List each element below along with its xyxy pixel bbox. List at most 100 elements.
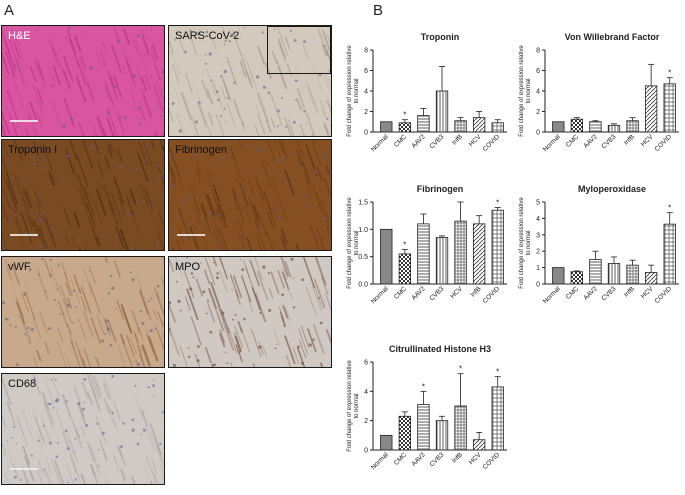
x-tick-label: CVB3 bbox=[428, 451, 445, 468]
x-tick-label: InfB bbox=[451, 133, 464, 146]
tile-label: SARS-CoV-2 bbox=[175, 30, 240, 42]
tile-mpo: MPO bbox=[168, 256, 332, 368]
bar bbox=[398, 253, 412, 285]
tile-label: Troponin I bbox=[8, 144, 58, 156]
bar bbox=[552, 121, 565, 133]
scale-bar bbox=[177, 234, 205, 236]
y-axis-label: Fold change of expression relativeto nor… bbox=[347, 197, 360, 289]
y-tick-label: 0 bbox=[364, 130, 368, 137]
tile-label: H&E bbox=[8, 30, 31, 42]
bar bbox=[398, 415, 412, 451]
x-tick-label: HCV bbox=[640, 285, 655, 300]
bar bbox=[552, 267, 565, 285]
x-tick-label: CVB3 bbox=[428, 133, 445, 150]
y-tick-label: 0 bbox=[536, 130, 540, 137]
bar bbox=[663, 83, 676, 133]
x-tick-label: HCV bbox=[468, 451, 483, 466]
x-tick-label: CVB3 bbox=[428, 285, 445, 302]
chart-myloperoxidase: Myloperoxidase Fold change of expression … bbox=[519, 184, 679, 305]
tile-label: CD68 bbox=[8, 378, 37, 390]
bar bbox=[570, 271, 584, 285]
chart-title: Troponin bbox=[421, 32, 460, 42]
x-tick-label: COVID bbox=[482, 451, 502, 471]
y-tick-label: 4 bbox=[536, 89, 540, 96]
x-tick-label: Normal bbox=[542, 285, 562, 305]
y-tick-label: 2 bbox=[364, 418, 368, 425]
y-tick-label: 2 bbox=[364, 109, 368, 116]
bar bbox=[570, 118, 584, 133]
y-tick-label: 1.5 bbox=[358, 200, 368, 207]
significance-marker: * bbox=[668, 69, 671, 78]
x-tick-label: InfB bbox=[469, 285, 482, 298]
chart-von-willebrand-factor: Von Willebrand Factor Fold change of expr… bbox=[519, 32, 679, 153]
tissue-texture bbox=[2, 26, 164, 136]
significance-marker: * bbox=[668, 204, 671, 213]
bar bbox=[435, 237, 449, 285]
y-tick-label: 0.0 bbox=[358, 282, 368, 289]
y-tick-label: 4 bbox=[536, 216, 540, 223]
bar bbox=[491, 209, 504, 285]
bar bbox=[380, 228, 393, 285]
x-tick-label: Normal bbox=[370, 133, 390, 153]
panel-b-letter: B bbox=[373, 2, 384, 19]
tile-vwf: vWF bbox=[1, 256, 165, 368]
bar bbox=[644, 85, 658, 133]
bar bbox=[491, 122, 504, 133]
y-tick-label: 6 bbox=[364, 68, 368, 75]
significance-marker: * bbox=[496, 198, 499, 207]
y-tick-label: 6 bbox=[364, 360, 368, 367]
x-tick-label: AAV2 bbox=[582, 285, 599, 302]
bar bbox=[644, 272, 658, 285]
bar bbox=[417, 404, 430, 451]
y-tick-label: 0 bbox=[364, 448, 368, 455]
tile-fibrinogen: Fibrinogen bbox=[168, 139, 332, 251]
bar bbox=[663, 223, 676, 285]
y-axis-label: Fold change of expression relativeto nor… bbox=[347, 45, 360, 137]
x-tick-label: COVID bbox=[482, 285, 502, 305]
bar bbox=[380, 121, 393, 133]
chart-title: Citrullinated Histone H3 bbox=[389, 344, 491, 354]
chart-title: Fibrinogen bbox=[417, 184, 464, 194]
bar bbox=[626, 120, 639, 133]
x-tick-label: CVB3 bbox=[600, 133, 617, 150]
y-tick-label: 0 bbox=[536, 282, 540, 289]
tile-label: MPO bbox=[175, 261, 201, 273]
y-tick-label: 4 bbox=[364, 389, 368, 396]
x-tick-label: InfB bbox=[623, 133, 636, 146]
scale-bar bbox=[10, 468, 38, 470]
x-tick-label: COVID bbox=[654, 133, 674, 153]
tissue-texture bbox=[2, 374, 164, 484]
tissue-texture bbox=[2, 140, 164, 250]
bar bbox=[626, 264, 639, 285]
x-tick-label: Normal bbox=[542, 133, 562, 153]
y-tick-label: 5 bbox=[536, 200, 540, 207]
x-tick-label: CMC bbox=[565, 133, 581, 149]
y-tick-label: 6 bbox=[536, 68, 540, 75]
significance-marker: * bbox=[496, 368, 499, 377]
bar bbox=[398, 122, 412, 133]
inset-image bbox=[267, 26, 331, 74]
scale-bar bbox=[10, 120, 38, 122]
y-tick-label: 2 bbox=[536, 109, 540, 116]
tissue-texture bbox=[2, 257, 164, 367]
bar bbox=[472, 223, 486, 285]
x-tick-label: CMC bbox=[393, 285, 409, 301]
x-tick-label: CVB3 bbox=[600, 285, 617, 302]
x-tick-label: HCV bbox=[449, 285, 464, 300]
chart-title: Von Willebrand Factor bbox=[565, 32, 660, 42]
significance-marker: * bbox=[403, 241, 406, 250]
y-tick-label: 4 bbox=[364, 89, 368, 96]
x-tick-label: Normal bbox=[370, 285, 390, 305]
tissue-texture bbox=[169, 257, 331, 367]
x-tick-label: InfB bbox=[451, 451, 464, 464]
significance-marker: * bbox=[403, 111, 406, 120]
bar bbox=[607, 263, 621, 285]
bar bbox=[454, 120, 467, 133]
bar bbox=[435, 420, 449, 451]
bar bbox=[454, 220, 467, 285]
tile-cd68: CD68 bbox=[1, 373, 165, 485]
scale-bar bbox=[10, 234, 38, 236]
chart-fibrinogen: Fibrinogen Fold change of expression rela… bbox=[347, 184, 507, 305]
x-tick-label: COVID bbox=[482, 133, 502, 153]
y-tick-label: 0.5 bbox=[358, 254, 368, 261]
